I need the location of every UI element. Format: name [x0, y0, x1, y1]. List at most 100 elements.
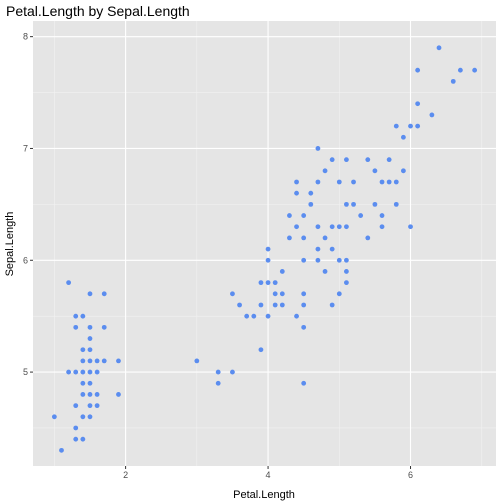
data-point [287, 235, 292, 241]
data-point [344, 157, 349, 163]
data-point [237, 302, 242, 308]
data-point [87, 403, 93, 409]
data-point [308, 190, 314, 196]
data-point [344, 269, 349, 274]
data-point [73, 369, 79, 375]
data-point [230, 291, 235, 297]
data-point [194, 358, 200, 364]
data-point [265, 280, 271, 286]
data-point [244, 313, 250, 319]
data-point [87, 324, 93, 330]
y-tick-label: 7 [23, 143, 28, 153]
data-point [315, 179, 321, 185]
data-point [215, 369, 221, 375]
data-point [408, 224, 413, 230]
data-point [80, 358, 86, 364]
data-point [329, 246, 335, 252]
data-point [94, 403, 100, 409]
data-point [265, 313, 271, 319]
data-point [301, 213, 307, 218]
data-point [294, 179, 299, 185]
data-point [279, 302, 285, 308]
y-tick-label: 8 [23, 32, 28, 42]
data-point [436, 45, 442, 51]
data-point [73, 403, 79, 409]
data-point [294, 313, 299, 319]
data-point [322, 269, 328, 274]
data-point [379, 213, 385, 218]
data-point [287, 213, 292, 218]
data-point [80, 313, 86, 319]
data-point [116, 392, 121, 397]
data-point [80, 392, 86, 397]
data-point [415, 67, 421, 73]
data-point [336, 224, 342, 230]
data-point [315, 257, 321, 263]
data-point [315, 146, 321, 151]
data-point [351, 179, 356, 185]
data-point [344, 224, 349, 230]
data-point [258, 302, 264, 308]
data-point [258, 347, 264, 353]
data-point [66, 369, 72, 375]
data-point [87, 358, 93, 364]
data-point [279, 269, 285, 274]
data-point [87, 392, 93, 397]
x-tick-label: 2 [123, 470, 128, 480]
data-point [80, 380, 86, 386]
data-point [301, 235, 307, 241]
data-point [408, 123, 413, 129]
data-point [87, 291, 93, 297]
data-point [457, 67, 463, 73]
y-tick-label: 5 [23, 367, 28, 377]
data-point [322, 235, 328, 241]
data-point [87, 347, 93, 353]
data-point [80, 436, 86, 442]
data-point [301, 291, 307, 297]
data-point [372, 168, 378, 174]
data-point [265, 246, 271, 252]
data-point [73, 313, 79, 319]
data-point [344, 280, 349, 286]
data-point [336, 179, 342, 185]
data-point [301, 324, 307, 330]
data-point [336, 291, 342, 297]
data-point [308, 201, 314, 207]
data-point [344, 257, 349, 263]
x-axis-ticks: 2 4 6 [123, 466, 413, 480]
x-tick-label: 6 [408, 470, 413, 480]
data-point [372, 201, 378, 207]
y-tick-label: 6 [23, 255, 28, 265]
data-point [251, 313, 257, 319]
x-tick-label: 4 [266, 470, 271, 480]
data-point [393, 201, 399, 207]
data-point [87, 336, 93, 341]
data-point [322, 168, 328, 174]
data-point [472, 67, 478, 73]
data-point [415, 101, 421, 107]
data-point [401, 134, 406, 140]
data-point [379, 179, 385, 185]
data-point [101, 324, 107, 330]
data-point [73, 436, 79, 442]
data-point [301, 257, 307, 263]
data-point [401, 168, 406, 174]
data-point [80, 414, 86, 420]
data-point [379, 224, 385, 230]
data-point [358, 213, 364, 218]
data-point [94, 369, 100, 375]
data-point [329, 224, 335, 230]
data-point [215, 380, 221, 386]
major-gridlines [33, 21, 496, 466]
data-point [429, 112, 435, 118]
data-point [87, 369, 93, 375]
plot-panel [33, 21, 496, 466]
data-point [329, 302, 335, 308]
data-point [301, 380, 307, 386]
data-point [66, 280, 72, 286]
data-point [272, 280, 278, 286]
y-axis-ticks: 5 6 7 8 [23, 32, 33, 377]
data-point [336, 257, 342, 263]
data-point [393, 123, 399, 129]
data-point [315, 224, 321, 230]
